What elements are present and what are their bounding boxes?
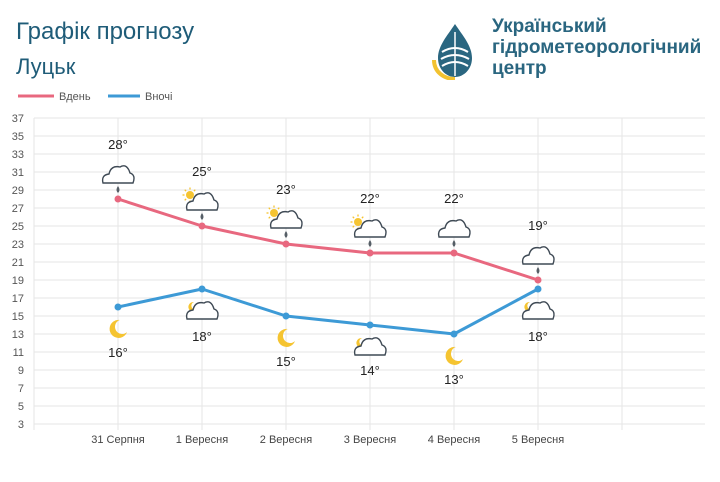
y-tick-label: 31 (12, 167, 24, 179)
temperature-label: 25° (192, 164, 212, 179)
x-tick-label: 31 Серпня (91, 434, 145, 446)
temperature-label: 18° (528, 329, 548, 344)
temperature-label: 28° (108, 137, 128, 152)
moon-cloud-icon (185, 301, 219, 320)
data-point (450, 249, 458, 257)
sun-cloud-rain-icon (350, 214, 387, 247)
moon-icon (109, 319, 127, 338)
series-line-night (117, 287, 539, 336)
y-tick-label: 9 (18, 365, 24, 377)
temperature-label: 18° (192, 329, 212, 344)
data-point (114, 195, 122, 203)
page-title: Графік прогнозу (16, 18, 195, 45)
cloud-rain-icon (101, 165, 135, 193)
x-tick-label: 4 Вересня (428, 434, 480, 446)
x-axis-ticks: 31 Серпня 1 Вересня 2 Вересня 3 Вересня 4 Ве… (91, 434, 564, 446)
y-tick-label: 27 (12, 203, 24, 215)
y-tick-label: 25 (12, 221, 24, 233)
data-point (198, 222, 206, 230)
moon-cloud-icon (353, 337, 387, 356)
y-tick-label: 3 (18, 419, 24, 431)
x-tick-label: 1 Вересня (176, 434, 228, 446)
y-tick-label: 37 (12, 113, 24, 125)
cloud-rain-icon (437, 219, 471, 247)
y-tick-label: 35 (12, 131, 24, 143)
y-tick-label: 5 (18, 401, 24, 413)
data-point (282, 240, 290, 248)
legend: Вдень Вночі (18, 91, 172, 103)
temperature-label: 15° (276, 354, 296, 369)
y-tick-label: 13 (12, 329, 24, 341)
data-point (534, 276, 542, 284)
hydromet-logo-icon (432, 24, 472, 80)
y-tick-label: 21 (12, 257, 24, 269)
legend-label-night[interactable]: Вночі (145, 91, 172, 103)
city-name: Луцьк (16, 54, 76, 79)
org-line-3: центр (492, 58, 547, 79)
temperature-label: 19° (528, 218, 548, 233)
data-point (282, 312, 290, 320)
temperature-label: 23° (276, 182, 296, 197)
series-points (114, 195, 542, 338)
y-tick-label: 7 (18, 383, 24, 395)
temperature-labels: 28° 25° 23° 22° 22° 19° 16° 18° 15° 14° 13° 18° (108, 137, 548, 387)
y-tick-label: 17 (12, 293, 24, 305)
series-line-day (117, 197, 539, 282)
weather-icons (101, 165, 555, 365)
y-tick-label: 29 (12, 185, 24, 197)
moon-cloud-icon (521, 301, 555, 320)
legend-label-day[interactable]: Вдень (59, 91, 91, 103)
data-point (198, 285, 206, 293)
grid (33, 117, 705, 430)
moon-icon (277, 328, 295, 347)
data-point (114, 303, 122, 311)
sun-cloud-rain-icon (182, 187, 219, 220)
y-tick-label: 19 (12, 275, 24, 287)
series-lines (117, 197, 539, 336)
moon-icon (445, 346, 463, 365)
temperature-label: 14° (360, 363, 380, 378)
x-tick-label: 5 Вересня (512, 434, 564, 446)
temperature-label: 22° (360, 191, 380, 206)
y-tick-label: 23 (12, 239, 24, 251)
sun-cloud-rain-icon (266, 205, 303, 238)
y-tick-label: 33 (12, 149, 24, 161)
temperature-label: 16° (108, 345, 128, 360)
x-tick-label: 3 Вересня (344, 434, 396, 446)
data-point (450, 330, 458, 338)
y-tick-label: 11 (13, 347, 24, 359)
temperature-label: 22° (444, 191, 464, 206)
data-point (534, 285, 542, 293)
y-tick-label: 15 (12, 311, 24, 323)
org-line-2: гідрометеорологічний (492, 37, 702, 58)
x-tick-label: 2 Вересня (260, 434, 312, 446)
org-line-1: Український (492, 16, 607, 37)
data-point (366, 321, 374, 329)
cloud-rain-icon (521, 246, 555, 274)
organization-name: Український гідрометеорологічний центр (492, 16, 701, 79)
temperature-label: 13° (444, 372, 464, 387)
data-point (366, 249, 374, 257)
